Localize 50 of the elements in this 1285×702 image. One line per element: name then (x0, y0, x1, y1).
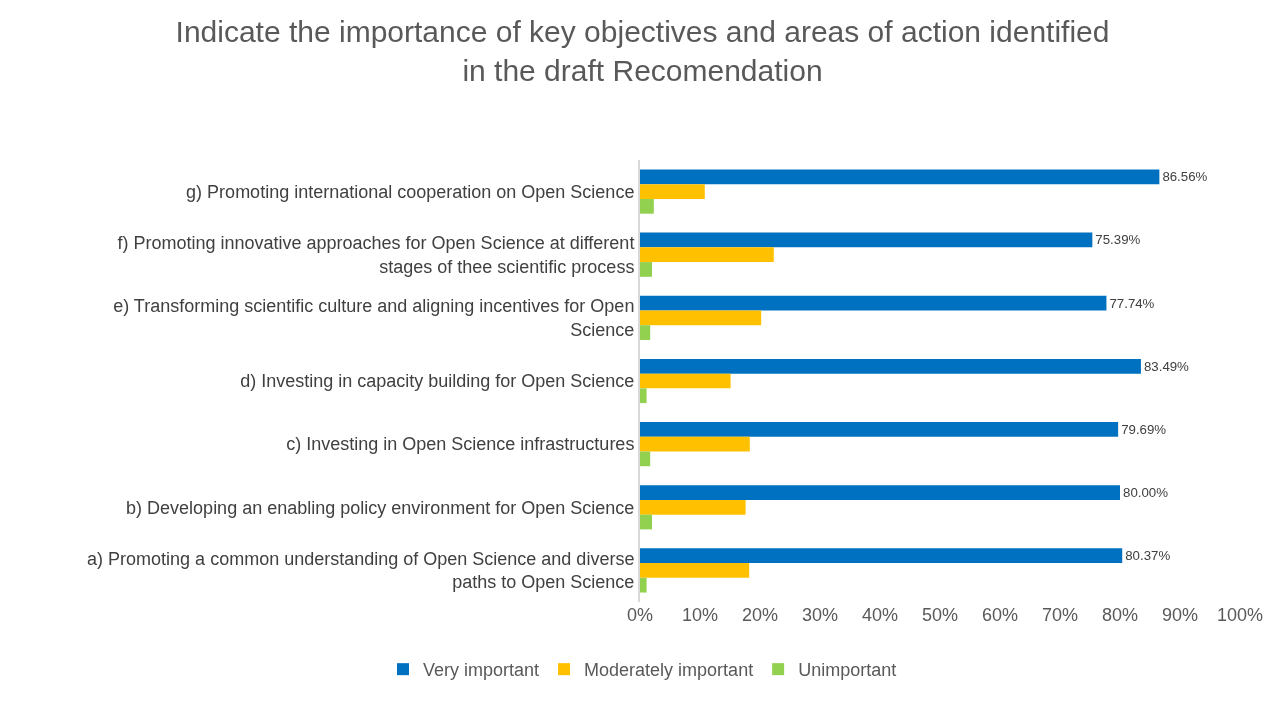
legend-label: Moderately important (584, 660, 754, 681)
y-tick-label: g) Promoting international cooperation on Open Science (186, 181, 635, 202)
legend-label: Unimportant (798, 660, 897, 681)
bar (640, 247, 774, 263)
x-tick-label: 90% (1161, 605, 1199, 625)
data-label: 77.74% (1109, 295, 1155, 311)
bar (640, 310, 762, 326)
x-tick-label: 70% (1041, 605, 1079, 625)
y-tick-label: e) Transforming scientific culture and aligning incentives for Open Science (113, 296, 635, 340)
y-tick-label: d) Investing in capacity building for Open Science (240, 371, 635, 392)
bar (640, 325, 651, 340)
data-label: 79.69% (1121, 421, 1167, 437)
bar (640, 514, 652, 530)
legend-label: Very important (423, 660, 540, 681)
data-label: 75.39% (1095, 232, 1141, 248)
bar (640, 262, 652, 277)
x-tick-label: 100% (1216, 605, 1264, 625)
data-label: 80.37% (1125, 548, 1171, 564)
x-tick-label: 30% (801, 605, 839, 625)
bar (640, 295, 1107, 311)
bar (640, 499, 746, 515)
x-tick-label: 0% (626, 605, 654, 625)
bar (640, 358, 1141, 374)
y-tick-label: f) Promoting innovative approaches for Open Science at different stages of thee scientific process (117, 233, 635, 277)
bar (640, 232, 1093, 248)
y-tick-label: b) Developing an enabling policy environment for Open Science (126, 497, 635, 518)
x-tick-label: 10% (681, 605, 719, 625)
x-tick-label: 40% (861, 605, 899, 625)
bar (640, 422, 1119, 437)
bar (640, 451, 651, 467)
bar (640, 198, 654, 214)
x-tick-label: 20% (741, 605, 779, 625)
data-label: 86.56% (1162, 169, 1208, 185)
bar (640, 169, 1160, 185)
bar (640, 184, 705, 199)
y-tick-label: c) Investing in Open Science infrastructures (286, 434, 635, 455)
bar (640, 436, 750, 452)
x-tick-label: 80% (1101, 605, 1139, 625)
y-tick-label: a) Promoting a common understanding of Open Science and diverse paths to Open Science (87, 549, 635, 593)
bar (640, 485, 1120, 500)
data-label: 83.49% (1143, 358, 1190, 374)
bar (640, 388, 647, 404)
bar (640, 548, 1123, 564)
x-tick-label: 50% (921, 605, 959, 625)
bar (640, 563, 750, 578)
bar (640, 577, 647, 593)
x-tick-label: 60% (981, 605, 1019, 625)
chart-title: Indicate the importance of key objectives and areas of action identified in the draft Recomendation (175, 15, 1110, 88)
bar (640, 373, 731, 389)
data-label: 80.00% (1123, 484, 1169, 500)
